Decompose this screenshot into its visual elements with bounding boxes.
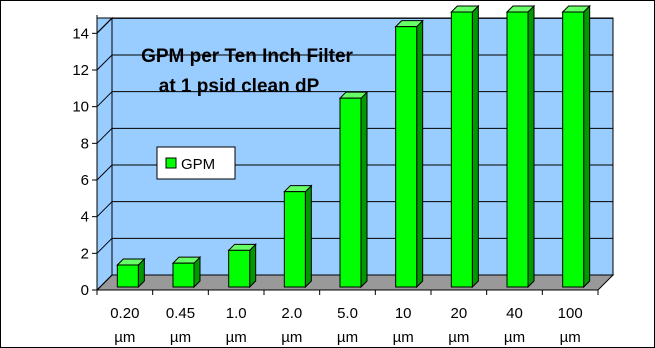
- x-tick-label-value: 0.20: [110, 305, 139, 322]
- bar: [227, 243, 257, 289]
- x-tick-label-unit: µm: [560, 329, 581, 346]
- bars: [116, 4, 591, 289]
- x-tick-label-value: 0.45: [166, 305, 195, 322]
- x-tick-label-unit: µm: [281, 329, 302, 346]
- bar-side: [527, 4, 535, 289]
- bar-front: [450, 11, 473, 288]
- y-tick-label: 2: [81, 245, 89, 262]
- x-tick-label-value: 20: [450, 305, 467, 322]
- x-tick-label-unit: µm: [448, 329, 469, 346]
- x-tick-label-value: 10: [395, 305, 412, 322]
- bar-side: [249, 243, 257, 289]
- gridline-side: [96, 17, 113, 34]
- bar: [505, 4, 536, 289]
- y-tick-labels: 0 2 4 6 8 10 12 14: [72, 25, 89, 299]
- bar-front: [283, 191, 306, 288]
- gridline-side: [96, 274, 113, 291]
- y-tick-label: 4: [81, 209, 89, 226]
- x-tick-label-value: 5.0: [337, 305, 358, 322]
- y-tick-label: 14: [72, 25, 89, 42]
- legend-swatch: [165, 157, 177, 169]
- bar-front: [562, 11, 585, 288]
- x-tick-label-unit: µm: [504, 329, 525, 346]
- y-tick-label: 6: [81, 172, 89, 189]
- x-tick-label-value: 40: [506, 305, 523, 322]
- x-tick-label-unit: µm: [337, 329, 358, 346]
- gridline-side: [96, 237, 113, 254]
- bar-side: [583, 4, 591, 289]
- legend-label: GPM: [181, 156, 215, 173]
- bar: [450, 4, 480, 289]
- gridline-side: [96, 127, 113, 144]
- y-tick-label: 8: [81, 135, 89, 152]
- bar-front: [172, 262, 195, 288]
- chart-title-line2: at 1 psid clean dP: [159, 76, 320, 97]
- legend: GPM: [156, 146, 236, 180]
- bar: [283, 184, 313, 289]
- x-tick-label-value: 2.0: [281, 305, 302, 322]
- x-tick-label-unit: µm: [393, 329, 414, 346]
- gridline-side: [96, 54, 113, 71]
- y-tick-label: 12: [72, 62, 89, 79]
- bar: [394, 19, 424, 289]
- gridline-side: [96, 91, 113, 108]
- y-tick-label: 10: [72, 99, 89, 116]
- bar-side: [471, 4, 479, 289]
- x-tick-label-unit: µm: [170, 329, 191, 346]
- bar-front: [506, 11, 529, 288]
- chart-title-line1: GPM per Ten Inch Filter: [141, 46, 353, 67]
- bar-front: [116, 264, 139, 288]
- bar: [561, 4, 591, 289]
- bar-front: [395, 26, 418, 288]
- x-tick-label-unit: µm: [114, 329, 135, 346]
- x-tick-label-value: 100: [558, 305, 583, 322]
- x-tick-labels: 0.20 µm 0.45 µm 1.0 µm 2.0 µm 5.0 µm 10 µm 20 µm 40 µm 1…: [96, 289, 599, 346]
- x-tick-label-value: 1.0: [226, 305, 247, 322]
- gridline-side: [96, 201, 113, 218]
- bar: [338, 90, 369, 289]
- bar-front: [228, 249, 251, 288]
- y-tick-label: 0: [81, 282, 89, 299]
- bar-side: [360, 90, 368, 289]
- bar: [116, 257, 146, 289]
- gridline-side: [96, 164, 113, 181]
- plot-side-wall: [96, 16, 113, 292]
- y-axis: [92, 15, 98, 291]
- bar-side: [416, 19, 424, 289]
- bar-front: [339, 97, 362, 288]
- bar-side: [304, 184, 312, 289]
- bar: [171, 255, 202, 289]
- x-tick-label-unit: µm: [226, 329, 247, 346]
